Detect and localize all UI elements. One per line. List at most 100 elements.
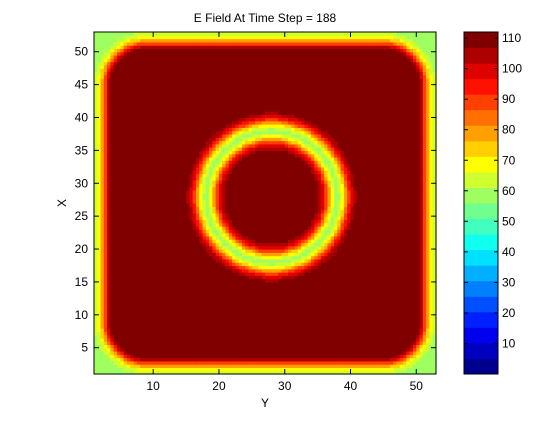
heatmap-cell xyxy=(123,252,128,257)
heatmap-cell xyxy=(110,288,115,293)
heatmap-cell xyxy=(176,219,181,224)
heatmap-cell xyxy=(232,367,237,372)
heatmap-cell xyxy=(232,35,237,40)
heatmap-cell xyxy=(166,275,171,280)
heatmap-cell xyxy=(186,255,190,260)
heatmap-cell xyxy=(110,176,115,181)
heatmap-cell xyxy=(110,120,115,125)
heatmap-cell xyxy=(143,327,148,332)
heatmap-cell xyxy=(215,87,220,92)
heatmap-cell xyxy=(215,81,220,86)
heatmap-cell xyxy=(228,199,233,204)
heatmap-cell xyxy=(209,275,213,280)
heatmap-cell xyxy=(159,367,164,372)
heatmap-cell xyxy=(166,38,171,43)
heatmap-cell xyxy=(123,35,128,40)
heatmap-cell xyxy=(143,357,148,362)
heatmap-cell xyxy=(107,222,112,227)
heatmap-cell xyxy=(153,275,158,280)
heatmap-cell xyxy=(94,35,98,40)
heatmap-cell xyxy=(103,84,108,89)
heatmap-cell xyxy=(143,285,148,290)
heatmap-cell xyxy=(189,87,194,92)
heatmap-cell xyxy=(199,226,204,230)
heatmap-cell xyxy=(133,258,138,263)
heatmap-cell xyxy=(103,143,108,148)
heatmap-cell xyxy=(169,166,174,171)
heatmap-cell xyxy=(110,268,115,273)
heatmap-cell xyxy=(130,124,135,128)
heatmap-cell xyxy=(156,137,161,142)
heatmap-cell xyxy=(113,295,118,299)
heatmap-cell xyxy=(195,295,200,299)
heatmap-cell xyxy=(195,81,200,86)
heatmap-cell xyxy=(172,295,177,299)
heatmap-cell xyxy=(222,239,227,244)
heatmap-cell xyxy=(172,229,177,234)
heatmap-cell xyxy=(235,203,240,207)
heatmap-cell xyxy=(212,179,217,184)
heatmap-cell xyxy=(205,48,210,53)
heatmap-cell xyxy=(117,222,121,227)
heatmap-cell xyxy=(189,137,194,142)
heatmap-cell xyxy=(215,285,220,290)
heatmap-cell xyxy=(202,304,207,309)
heatmap-cell xyxy=(182,94,187,99)
heatmap-cell xyxy=(215,163,220,168)
heatmap-cell xyxy=(140,285,144,290)
heatmap-cell xyxy=(189,160,194,165)
heatmap-cell xyxy=(100,334,105,339)
heatmap-cell xyxy=(232,337,237,342)
heatmap-cell xyxy=(192,209,197,214)
heatmap-cell xyxy=(222,41,227,46)
heatmap-cell xyxy=(133,350,138,355)
heatmap-cell xyxy=(146,104,151,109)
heatmap-cell xyxy=(110,35,115,40)
heatmap-cell xyxy=(146,137,151,142)
heatmap-cell xyxy=(182,203,187,207)
heatmap-cell xyxy=(228,74,233,79)
heatmap-cell xyxy=(205,295,210,299)
heatmap-cell xyxy=(100,258,105,263)
heatmap-cell xyxy=(212,81,217,86)
heatmap-cell xyxy=(235,308,240,313)
heatmap-cell xyxy=(222,48,227,53)
heatmap-cell xyxy=(153,51,158,56)
heatmap-cell xyxy=(166,245,171,250)
heatmap-cell xyxy=(120,226,125,230)
heatmap-cell xyxy=(126,318,131,322)
heatmap-cell xyxy=(133,321,138,326)
heatmap-cell xyxy=(172,84,177,89)
heatmap-cell xyxy=(94,334,98,339)
heatmap-cell xyxy=(199,318,204,322)
heatmap-cell xyxy=(179,341,184,346)
heatmap-cell xyxy=(103,327,108,332)
heatmap-cell xyxy=(179,176,184,181)
heatmap-cell xyxy=(159,314,164,319)
heatmap-cell xyxy=(172,124,177,128)
heatmap-cell xyxy=(209,311,213,316)
heatmap-cell xyxy=(186,219,190,224)
heatmap-cell xyxy=(153,186,158,191)
heatmap-cell xyxy=(232,334,237,339)
heatmap-cell xyxy=(113,212,118,217)
heatmap-cell xyxy=(110,262,115,267)
heatmap-cell xyxy=(195,255,200,260)
heatmap-cell xyxy=(189,337,194,342)
heatmap-cell xyxy=(146,206,151,211)
heatmap-cell xyxy=(97,163,102,168)
heatmap-cell xyxy=(110,229,115,234)
heatmap-cell xyxy=(176,35,181,40)
heatmap-cell xyxy=(205,74,210,79)
heatmap-cell xyxy=(209,137,213,142)
heatmap-cell xyxy=(228,97,233,102)
heatmap-cell xyxy=(169,186,174,191)
heatmap-cell xyxy=(163,183,167,188)
heatmap-cell xyxy=(205,344,210,349)
heatmap-cell xyxy=(130,249,135,253)
heatmap-cell xyxy=(218,268,223,273)
heatmap-cell xyxy=(153,133,158,138)
heatmap-cell xyxy=(156,354,161,359)
heatmap-cell xyxy=(100,318,105,322)
